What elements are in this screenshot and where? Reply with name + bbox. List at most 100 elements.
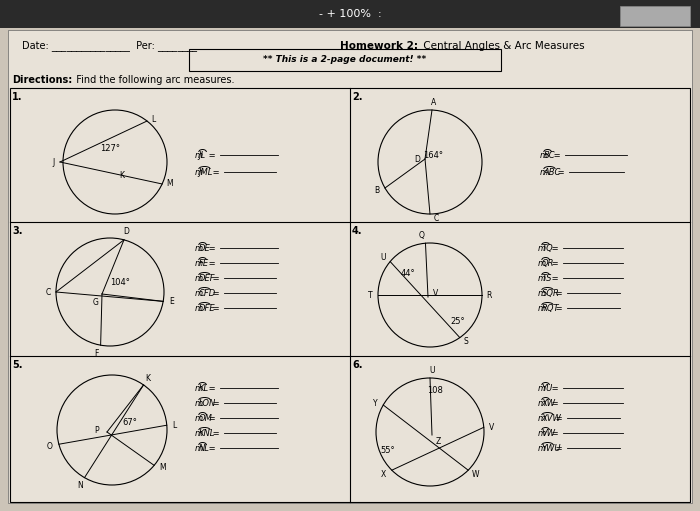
- Text: =: =: [553, 304, 566, 313]
- Text: m: m: [195, 273, 203, 283]
- Text: =: =: [210, 429, 223, 437]
- Text: m: m: [195, 259, 203, 267]
- Text: YU: YU: [542, 383, 553, 392]
- Text: m: m: [538, 259, 546, 267]
- Text: 108: 108: [427, 385, 443, 394]
- Text: SQR: SQR: [542, 289, 560, 297]
- Text: ** This is a 2-page document! **: ** This is a 2-page document! **: [263, 55, 426, 63]
- Text: 44°: 44°: [400, 268, 415, 277]
- Text: =: =: [206, 413, 218, 423]
- Text: Central Angles & Arc Measures: Central Angles & Arc Measures: [420, 41, 584, 51]
- Text: M: M: [159, 463, 165, 472]
- Text: =: =: [210, 304, 223, 313]
- Text: Homework 2:: Homework 2:: [340, 41, 418, 51]
- Text: XW: XW: [542, 399, 556, 407]
- Text: =: =: [550, 383, 561, 392]
- Text: =: =: [206, 151, 218, 159]
- Text: 164°: 164°: [423, 151, 443, 159]
- Text: FE: FE: [199, 259, 209, 267]
- Text: =: =: [206, 259, 218, 267]
- Text: 104°: 104°: [110, 277, 130, 287]
- Text: 2.: 2.: [352, 92, 363, 102]
- Text: m: m: [538, 304, 546, 313]
- Text: =: =: [550, 259, 561, 267]
- Text: 127°: 127°: [100, 144, 120, 152]
- Text: D: D: [123, 227, 129, 237]
- Text: =: =: [210, 399, 223, 407]
- Text: =: =: [552, 151, 564, 159]
- Text: 67°: 67°: [122, 417, 137, 427]
- Text: Q: Q: [419, 230, 424, 240]
- Text: E: E: [169, 297, 174, 306]
- Text: DE: DE: [199, 244, 211, 252]
- Text: U: U: [380, 253, 386, 262]
- Text: =: =: [210, 168, 223, 176]
- Text: m: m: [195, 444, 203, 453]
- Text: m: m: [540, 168, 548, 176]
- Text: JML: JML: [199, 168, 214, 176]
- Text: 3.: 3.: [12, 226, 22, 236]
- Text: K: K: [145, 375, 150, 383]
- Text: =: =: [210, 273, 223, 283]
- Text: m: m: [538, 273, 546, 283]
- Text: m: m: [538, 244, 546, 252]
- Text: D: D: [414, 154, 420, 164]
- Text: W: W: [471, 470, 479, 479]
- Text: KL: KL: [199, 383, 209, 392]
- Text: m: m: [195, 151, 203, 159]
- Text: =: =: [553, 444, 566, 453]
- Text: - + 100%  :: - + 100% :: [318, 9, 382, 19]
- Text: m: m: [195, 304, 203, 313]
- Text: =: =: [553, 289, 566, 297]
- Text: DEF: DEF: [199, 273, 216, 283]
- Text: O: O: [47, 442, 52, 451]
- Text: =: =: [550, 244, 561, 252]
- Text: m: m: [195, 244, 203, 252]
- FancyBboxPatch shape: [8, 30, 692, 503]
- Text: OM: OM: [199, 413, 213, 423]
- Text: =: =: [550, 273, 561, 283]
- Text: Y: Y: [373, 399, 377, 407]
- FancyBboxPatch shape: [189, 49, 501, 71]
- Text: 5.: 5.: [12, 360, 22, 370]
- Text: S: S: [463, 337, 468, 346]
- FancyBboxPatch shape: [0, 0, 700, 28]
- Text: G: G: [93, 297, 99, 307]
- Text: M: M: [166, 179, 172, 189]
- Text: m: m: [195, 399, 203, 407]
- Text: m: m: [195, 413, 203, 423]
- Text: Directions:: Directions:: [12, 75, 72, 85]
- Text: U: U: [429, 365, 435, 375]
- Text: Find the following arc measures.: Find the following arc measures.: [70, 75, 234, 85]
- Text: =: =: [206, 444, 218, 453]
- Text: =: =: [553, 413, 566, 423]
- Text: 6.: 6.: [352, 360, 363, 370]
- Text: P: P: [94, 426, 99, 434]
- Text: NL: NL: [199, 444, 210, 453]
- Text: m: m: [195, 289, 203, 297]
- Text: X: X: [382, 470, 386, 479]
- Text: ABC: ABC: [544, 168, 561, 176]
- Text: YWU: YWU: [542, 444, 561, 453]
- Text: L: L: [151, 114, 155, 124]
- Text: J: J: [53, 157, 55, 167]
- Text: L: L: [173, 421, 177, 430]
- Text: m: m: [195, 383, 203, 392]
- Text: 55°: 55°: [381, 446, 395, 454]
- Text: F: F: [94, 349, 99, 358]
- Text: =: =: [555, 168, 568, 176]
- Text: Z: Z: [435, 436, 440, 446]
- Text: m: m: [538, 444, 546, 453]
- Text: TQ: TQ: [542, 244, 554, 252]
- Text: R: R: [486, 290, 491, 299]
- Text: m: m: [195, 168, 203, 176]
- Text: KNL: KNL: [199, 429, 215, 437]
- FancyBboxPatch shape: [620, 6, 690, 26]
- Text: TS: TS: [542, 273, 552, 283]
- Text: 25°: 25°: [451, 316, 466, 326]
- Text: m: m: [195, 429, 203, 437]
- Text: =: =: [550, 399, 561, 407]
- Text: DFE: DFE: [199, 304, 216, 313]
- Text: 4.: 4.: [352, 226, 363, 236]
- Text: m: m: [538, 429, 546, 437]
